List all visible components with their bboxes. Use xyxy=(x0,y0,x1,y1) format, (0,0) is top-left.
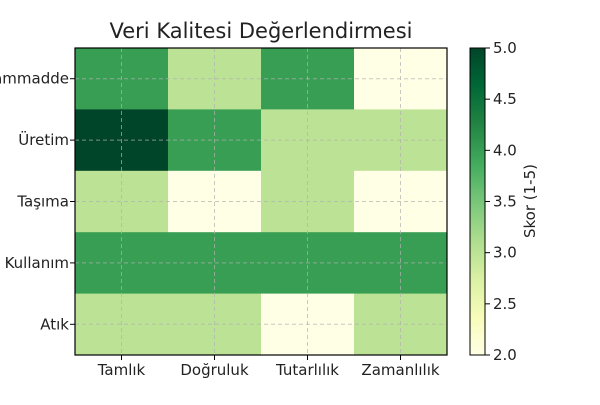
x-tick-label: Doğruluk xyxy=(180,361,249,379)
y-tick-label: Hammadde xyxy=(0,70,69,88)
colorbar-ticks: 2.0 2.5 3.0 3.5 4.0 4.5 5.0 xyxy=(485,39,517,364)
y-tick-label: Kullanım xyxy=(5,254,69,272)
y-tick-label: Üretim xyxy=(18,130,69,149)
colorbar-tick-label: 4.5 xyxy=(493,90,517,108)
x-axis-ticks: Tamlık Doğruluk Tutarlılık Zamanlılık xyxy=(97,355,440,379)
colorbar-tick-label: 3.0 xyxy=(493,244,517,262)
colorbar-tick-label: 5.0 xyxy=(493,39,517,57)
colorbar xyxy=(469,47,486,356)
colorbar-tick-label: 2.0 xyxy=(493,346,517,364)
colorbar-tick-label: 4.0 xyxy=(493,141,517,159)
y-tick-label: Atık xyxy=(40,315,69,333)
colorbar-label: Skor (1-5) xyxy=(521,164,539,238)
y-axis-ticks: Hammadde Üretim Taşıma Kullanım Atık xyxy=(0,70,75,333)
colorbar-tick-label: 2.5 xyxy=(493,295,517,313)
x-tick-label: Tamlık xyxy=(97,361,146,379)
gridlines xyxy=(75,48,447,355)
x-tick-label: Tutarlılık xyxy=(275,361,339,379)
y-tick-label: Taşıma xyxy=(16,193,69,211)
x-tick-label: Zamanlılık xyxy=(361,361,439,379)
colorbar-tick-label: 3.5 xyxy=(493,193,517,211)
chart-title: Veri Kalitesi Değerlendirmesi xyxy=(110,19,413,43)
